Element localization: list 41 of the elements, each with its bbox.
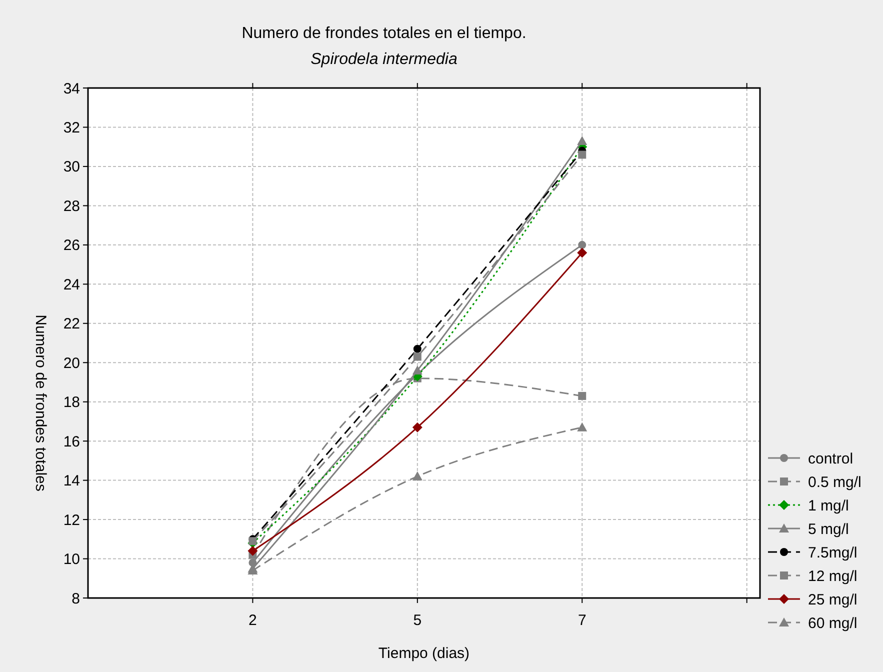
chart-title: Numero de frondes totales en el tiempo. <box>242 25 526 42</box>
point <box>412 471 422 480</box>
x-tick-label: 5 <box>413 612 422 629</box>
point <box>578 150 586 159</box>
point <box>578 240 586 249</box>
legend-label: 1 mg/l <box>808 497 849 514</box>
y-tick-label: 26 <box>63 237 80 254</box>
legend-label: 7.5mg/l <box>808 544 858 562</box>
point <box>578 392 586 400</box>
point <box>577 422 588 432</box>
y-tick-label: 22 <box>63 316 80 333</box>
point <box>413 344 422 353</box>
y-tick-label: 28 <box>63 198 80 215</box>
x-tick-label: 7 <box>578 612 586 629</box>
legend-label: 25 mg/l <box>808 591 858 608</box>
legend-label: 60 mg/l <box>808 614 858 632</box>
legend-label: 0.5 mg/l <box>808 474 862 491</box>
chart-subtitle: Spirodela intermedia <box>310 51 458 68</box>
y-tick-label: 18 <box>63 394 80 412</box>
y-tick-label: 30 <box>63 158 80 176</box>
y-tick-label: 8 <box>72 590 80 608</box>
point <box>413 352 422 361</box>
point <box>577 248 588 258</box>
y-tick-label: 12 <box>63 512 80 529</box>
x-tick-label: 2 <box>248 612 257 629</box>
point <box>412 365 422 374</box>
legend-label: control <box>808 450 854 468</box>
point <box>577 136 588 145</box>
legend-label: 12 mg/l <box>808 568 858 585</box>
y-tick-label: 14 <box>63 472 80 490</box>
y-tick-label: 10 <box>63 551 80 568</box>
y-tick-label: 24 <box>63 276 80 294</box>
y-axis-title: Numero de frondes totales <box>32 314 49 492</box>
y-tick-label: 34 <box>63 80 80 98</box>
x-axis-title: Tiempo (dias) <box>378 645 470 662</box>
point <box>412 422 422 432</box>
legend-label: 5 mg/l <box>808 520 849 538</box>
point <box>248 546 258 556</box>
y-tick-label: 16 <box>63 433 80 450</box>
y-tick-label: 32 <box>63 119 80 136</box>
y-tick-label: 20 <box>63 354 80 372</box>
